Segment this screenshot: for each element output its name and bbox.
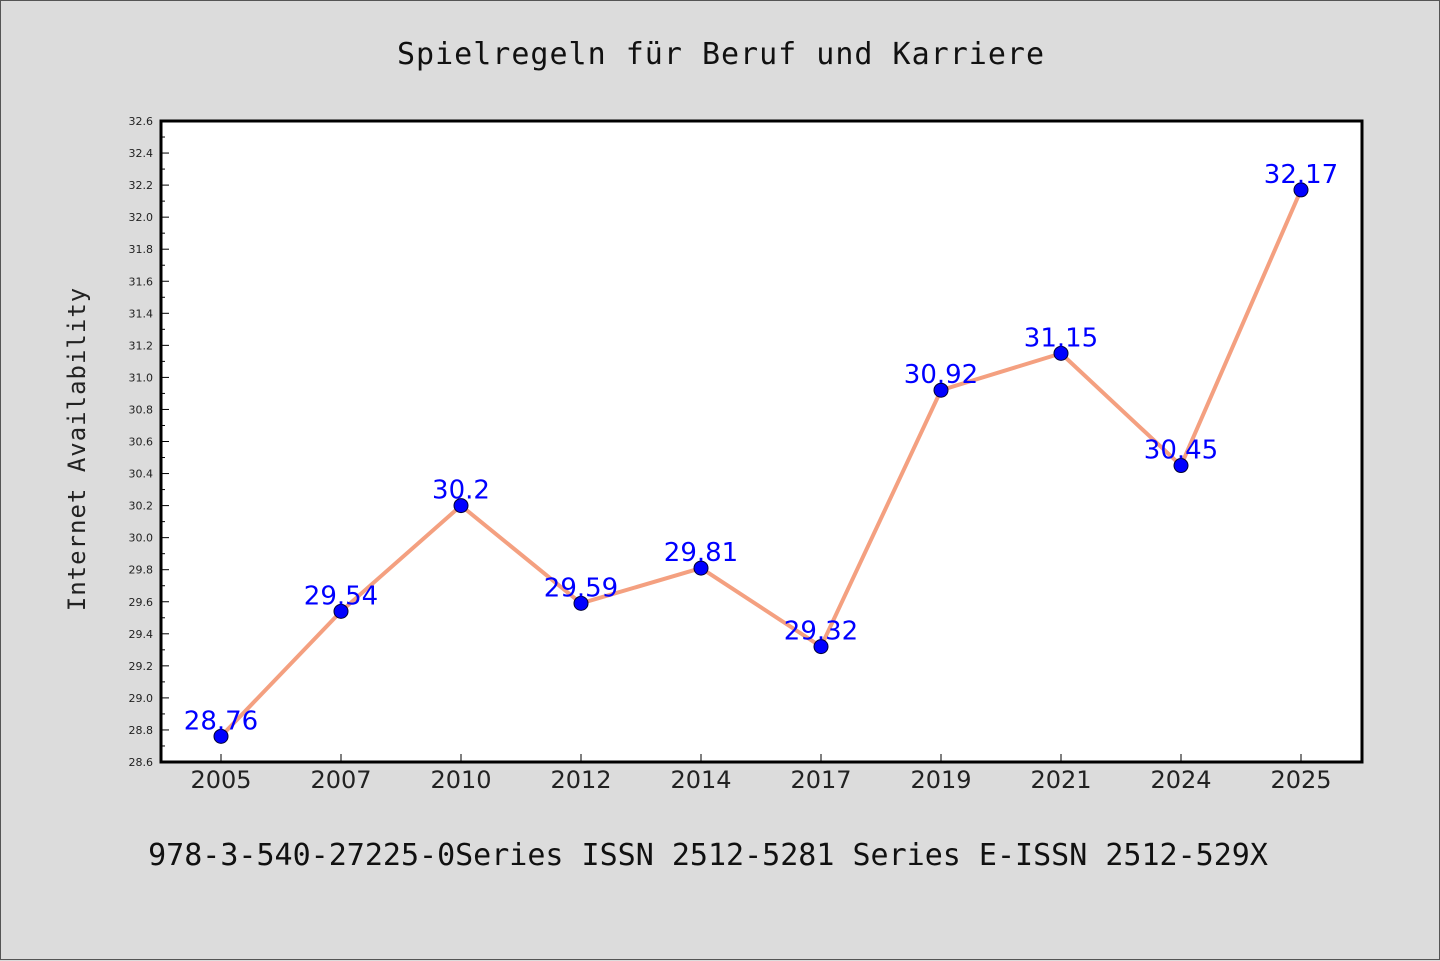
data-label: 29.54 xyxy=(304,581,378,611)
y-tick-label: 32.4 xyxy=(129,147,154,160)
data-point xyxy=(933,382,949,398)
y-tick-label: 30.2 xyxy=(129,500,154,513)
data-point xyxy=(333,603,349,619)
data-label: 32.17 xyxy=(1264,160,1338,190)
data-point xyxy=(1053,345,1069,361)
y-tick-label: 29.2 xyxy=(129,660,154,673)
series-line xyxy=(219,187,1303,739)
chart-title: Spielregeln für Beruf und Karriere xyxy=(397,37,1045,72)
x-tick-label: 2005 xyxy=(190,766,251,794)
data-point xyxy=(813,639,829,655)
y-tick-label: 30.8 xyxy=(129,403,154,416)
y-tick-label: 32.2 xyxy=(129,179,154,192)
y-tick-label: 28.6 xyxy=(129,756,154,769)
y-tick-label: 30.0 xyxy=(129,532,154,545)
x-tick-label: 2024 xyxy=(1150,766,1211,794)
plot-area xyxy=(159,119,1364,764)
data-label: 29.32 xyxy=(784,617,858,647)
data-label: 30.45 xyxy=(1144,436,1218,466)
y-tick-label: 30.6 xyxy=(129,436,154,449)
y-axis-label: Internet Availability xyxy=(63,287,91,611)
data-label: 30.92 xyxy=(904,360,978,390)
x-axis-ticks: 2005 2007 2010 2012 2014 2017 2019 2021 2024 2025 xyxy=(190,754,1332,794)
y-tick-label: 29.4 xyxy=(129,628,154,641)
data-label: 29.59 xyxy=(544,573,618,603)
x-tick-label: 2010 xyxy=(430,766,491,794)
data-point xyxy=(693,560,709,576)
data-label: 29.81 xyxy=(664,538,738,568)
y-tick-label: 32.0 xyxy=(129,211,154,224)
data-label: 28.76 xyxy=(184,706,258,736)
data-point xyxy=(1173,458,1189,474)
y-axis-ticks: 28.6 28.8 29.0 29.2 29.4 29.6 29.8 30.0 30.2 30.4… xyxy=(129,115,169,769)
data-point xyxy=(213,728,229,744)
y-tick-label: 31.2 xyxy=(129,339,154,352)
data-point xyxy=(1293,182,1309,198)
y-tick-label: 31.6 xyxy=(129,275,154,288)
footer-text: 978-3-540-27225-0Series ISSN 2512-5281 S… xyxy=(148,838,1268,873)
x-tick-label: 2019 xyxy=(910,766,971,794)
y-tick-label: 31.4 xyxy=(129,307,154,320)
y-tick-label: 29.0 xyxy=(129,692,154,705)
y-tick-label: 31.8 xyxy=(129,243,154,256)
y-tick-label: 30.4 xyxy=(129,468,154,481)
y-tick-label: 29.6 xyxy=(129,596,154,609)
y-tick-label: 28.8 xyxy=(129,724,154,737)
data-label: 31.15 xyxy=(1024,323,1098,353)
x-tick-label: 2021 xyxy=(1030,766,1091,794)
series-layer xyxy=(213,182,1309,744)
x-tick-label: 2025 xyxy=(1270,766,1331,794)
y-tick-label: 32.6 xyxy=(129,115,154,128)
data-label: 30.2 xyxy=(432,476,490,506)
data-point xyxy=(453,498,469,514)
x-tick-label: 2012 xyxy=(550,766,611,794)
data-labels: 28.76 29.54 30.2 29.59 29.81 29.32 30.92 31.15 3… xyxy=(184,160,1338,736)
y-tick-label: 31.0 xyxy=(129,371,154,384)
x-tick-label: 2017 xyxy=(790,766,851,794)
x-tick-label: 2014 xyxy=(670,766,731,794)
data-point xyxy=(573,595,589,611)
x-tick-label: 2007 xyxy=(310,766,371,794)
y-tick-label: 29.8 xyxy=(129,564,154,577)
